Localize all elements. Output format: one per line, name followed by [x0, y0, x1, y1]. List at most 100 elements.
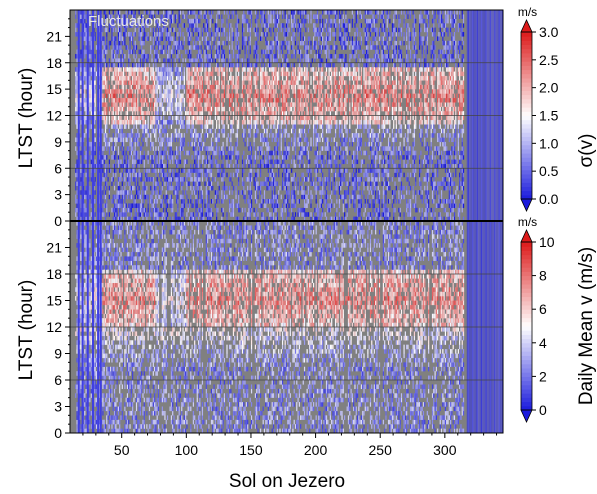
heatmap-cell — [263, 115, 266, 121]
heatmap-cell — [301, 23, 303, 28]
heatmap-cell — [199, 27, 201, 33]
heatmap-cell — [272, 119, 275, 125]
heatmap-cell — [204, 89, 206, 94]
heatmap-cell — [262, 106, 264, 112]
heatmap-cell — [210, 207, 213, 213]
heatmap-cell — [115, 80, 117, 85]
heatmap-cell — [222, 168, 224, 173]
heatmap-cell — [196, 67, 198, 72]
heatmap-cell — [159, 172, 161, 178]
heatmap-cell — [294, 203, 297, 209]
heatmap-cell — [84, 146, 86, 151]
heatmap-cell — [124, 97, 126, 103]
heatmap-cell — [231, 190, 233, 195]
heatmap-cell — [284, 10, 286, 15]
heatmap-cell — [122, 106, 125, 112]
heatmap-cell — [151, 203, 153, 209]
heatmap-cell — [179, 27, 182, 33]
heatmap-cell — [142, 18, 144, 24]
heatmap-cell — [126, 163, 129, 169]
heatmap-cell — [260, 137, 262, 143]
heatmap-cell — [187, 67, 189, 72]
heatmap-cell — [238, 155, 240, 160]
heatmap-cell — [266, 216, 268, 222]
heatmap-cell — [160, 150, 162, 156]
heatmap-cell — [267, 75, 269, 81]
heatmap-cell — [174, 36, 176, 41]
heatmap-cell — [244, 207, 246, 213]
heatmap-cell — [179, 124, 182, 129]
heatmap-cell — [175, 53, 178, 59]
heatmap-cell — [85, 71, 87, 77]
heatmap-cell — [197, 207, 200, 213]
heatmap-cell — [266, 80, 268, 85]
heatmap-cell — [287, 49, 289, 55]
heatmap-cell — [250, 106, 253, 112]
heatmap-cell — [261, 84, 263, 90]
heatmap-cell — [146, 111, 148, 116]
heatmap-cell — [196, 133, 198, 138]
heatmap-cell — [122, 119, 125, 125]
heatmap-cell — [155, 62, 157, 68]
heatmap-cell — [216, 119, 218, 125]
heatmap-cell — [141, 159, 143, 165]
heatmap-cell — [196, 80, 198, 85]
heatmap-cell — [199, 102, 201, 107]
heatmap-cell — [116, 194, 118, 200]
heatmap-cell — [236, 216, 238, 222]
heatmap-cell — [244, 40, 246, 46]
heatmap-cell — [197, 190, 200, 195]
heatmap-cell — [152, 36, 154, 41]
heatmap-cell — [222, 67, 224, 72]
heatmap-cell — [294, 155, 297, 160]
heatmap-cell — [288, 49, 290, 55]
heatmap-cell — [249, 106, 251, 112]
heatmap-cell — [288, 194, 290, 200]
heatmap-cell — [126, 159, 129, 165]
heatmap-cell — [196, 177, 198, 182]
heatmap-cell — [262, 49, 264, 55]
heatmap-cell — [228, 155, 231, 160]
heatmap-cell — [241, 168, 244, 173]
heatmap-cell — [80, 10, 82, 15]
heatmap-cell — [146, 141, 148, 147]
heatmap-cell — [156, 190, 158, 195]
heatmap-cell — [284, 111, 286, 116]
heatmap-cell — [113, 62, 116, 68]
heatmap-cell — [272, 203, 275, 209]
heatmap-cell — [197, 18, 200, 24]
heatmap-cell — [197, 75, 200, 81]
heatmap-cell — [244, 18, 246, 24]
heatmap-cell — [178, 36, 180, 41]
heatmap-cell — [150, 155, 152, 160]
heatmap-cell — [156, 75, 158, 81]
heatmap-cell — [163, 115, 165, 121]
heatmap-cell — [179, 133, 182, 138]
heatmap-cell — [125, 115, 127, 121]
heatmap-cell — [116, 67, 118, 72]
heatmap-cell — [117, 146, 120, 151]
heatmap-cell — [194, 137, 196, 143]
heatmap-cell — [76, 31, 78, 37]
heatmap-cell — [272, 111, 275, 116]
heatmap-cell — [284, 45, 286, 50]
heatmap-cell — [102, 207, 104, 213]
heatmap-cell — [216, 207, 218, 213]
heatmap-cell — [191, 124, 193, 129]
heatmap-cell — [165, 137, 167, 143]
heatmap-cell — [226, 159, 228, 165]
heatmap-cell — [161, 172, 163, 178]
heatmap-cell — [139, 106, 141, 112]
heatmap-cell — [248, 80, 250, 85]
heatmap-cell — [177, 40, 179, 46]
heatmap-cell — [201, 106, 204, 112]
heatmap-cell — [249, 216, 251, 222]
heatmap-cell — [85, 190, 87, 195]
heatmap-cell — [260, 97, 262, 103]
heatmap-cell — [144, 212, 147, 217]
heatmap-cell — [285, 75, 288, 81]
heatmap-cell — [165, 84, 167, 90]
heatmap-cell — [134, 168, 136, 173]
heatmap-cell — [142, 67, 144, 72]
heatmap-cell — [307, 115, 310, 121]
